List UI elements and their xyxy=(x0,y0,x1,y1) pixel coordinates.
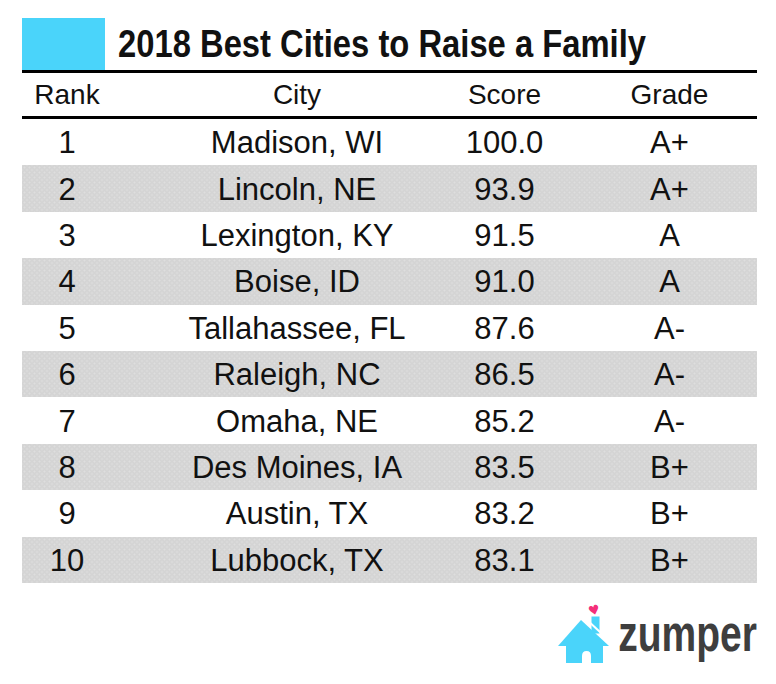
column-header-city: City xyxy=(127,73,467,116)
table-row: 5 Tallahassee, FL 87.6 A- xyxy=(22,305,757,351)
table-row: 10 Lubbock, TX 83.1 B+ xyxy=(22,537,757,583)
grade-cell: A- xyxy=(597,397,742,443)
table-body: 1 Madison, WI 100.0 A+ 2 Lincoln, NE 93.… xyxy=(22,119,757,583)
city-cell: Des Moines, IA xyxy=(127,444,467,490)
table-row: 4 Boise, ID 91.0 A xyxy=(22,258,757,304)
grade-cell: A xyxy=(597,212,742,258)
table-header: Rank City Score Grade xyxy=(22,73,757,119)
column-header-rank: Rank xyxy=(22,73,112,116)
rank-cell: 2 xyxy=(22,165,112,211)
rank-cell: 3 xyxy=(22,212,112,258)
score-cell: 83.1 xyxy=(462,537,547,583)
grade-cell: B+ xyxy=(597,444,742,490)
page-title: 2018 Best Cities to Raise a Family xyxy=(118,18,646,70)
city-cell: Boise, ID xyxy=(127,258,467,304)
grade-cell: B+ xyxy=(597,537,742,583)
city-cell: Omaha, NE xyxy=(127,397,467,443)
score-cell: 87.6 xyxy=(462,305,547,351)
grade-cell: B+ xyxy=(597,490,742,536)
rank-cell: 6 xyxy=(22,351,112,397)
zumper-logo-text: zumper xyxy=(618,607,757,659)
table-row: 6 Raleigh, NC 86.5 A- xyxy=(22,351,757,397)
column-header-grade: Grade xyxy=(597,73,742,116)
table-row: 8 Des Moines, IA 83.5 B+ xyxy=(22,444,757,490)
city-cell: Lincoln, NE xyxy=(127,165,467,211)
city-cell: Lubbock, TX xyxy=(127,537,467,583)
grade-cell: A+ xyxy=(597,119,742,165)
accent-swatch xyxy=(22,18,105,70)
svg-text:♥: ♥ xyxy=(587,603,602,619)
rank-cell: 5 xyxy=(22,305,112,351)
table-row: 1 Madison, WI 100.0 A+ xyxy=(22,119,757,165)
score-cell: 100.0 xyxy=(462,119,547,165)
score-cell: 91.5 xyxy=(462,212,547,258)
city-cell: Tallahassee, FL xyxy=(127,305,467,351)
table-row: 2 Lincoln, NE 93.9 A+ xyxy=(22,165,757,211)
score-cell: 91.0 xyxy=(462,258,547,304)
title-bar: 2018 Best Cities to Raise a Family xyxy=(22,18,757,73)
score-cell: 93.9 xyxy=(462,165,547,211)
city-cell: Madison, WI xyxy=(127,119,467,165)
rank-cell: 7 xyxy=(22,397,112,443)
grade-cell: A+ xyxy=(597,165,742,211)
table-container: 2018 Best Cities to Raise a Family Rank … xyxy=(22,0,757,583)
rank-cell: 1 xyxy=(22,119,112,165)
city-cell: Austin, TX xyxy=(127,490,467,536)
zumper-house-icon: ♥ xyxy=(557,603,611,665)
city-cell: Raleigh, NC xyxy=(127,351,467,397)
score-cell: 83.2 xyxy=(462,490,547,536)
rank-cell: 4 xyxy=(22,258,112,304)
rank-cell: 8 xyxy=(22,444,112,490)
grade-cell: A xyxy=(597,258,742,304)
table-row: 9 Austin, TX 83.2 B+ xyxy=(22,490,757,536)
grade-cell: A- xyxy=(597,305,742,351)
table-row: 3 Lexington, KY 91.5 A xyxy=(22,212,757,258)
rank-cell: 10 xyxy=(22,537,112,583)
column-header-score: Score xyxy=(462,73,547,116)
rank-cell: 9 xyxy=(22,490,112,536)
score-cell: 85.2 xyxy=(462,397,547,443)
score-cell: 86.5 xyxy=(462,351,547,397)
score-cell: 83.5 xyxy=(462,444,547,490)
grade-cell: A- xyxy=(597,351,742,397)
city-cell: Lexington, KY xyxy=(127,212,467,258)
table-row: 7 Omaha, NE 85.2 A- xyxy=(22,397,757,443)
